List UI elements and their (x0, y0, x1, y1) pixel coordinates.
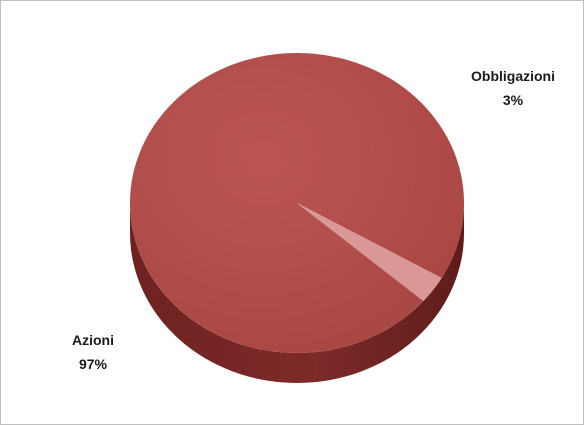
slice-value-obbligazioni: 3% (503, 92, 524, 108)
slice-label-azioni: Azioni (72, 332, 114, 348)
slice-value-azioni: 97% (79, 356, 108, 372)
slice-label-obbligazioni: Obbligazioni (471, 68, 555, 84)
pie-slice-obbligazioni (297, 203, 442, 302)
pie-side-wall (130, 203, 464, 383)
pie-slice-azioni (130, 52, 465, 353)
pie-labels: Obbligazioni 3% Azioni 97% (72, 68, 555, 372)
pie-depth (130, 203, 464, 383)
pie-top (130, 52, 465, 353)
